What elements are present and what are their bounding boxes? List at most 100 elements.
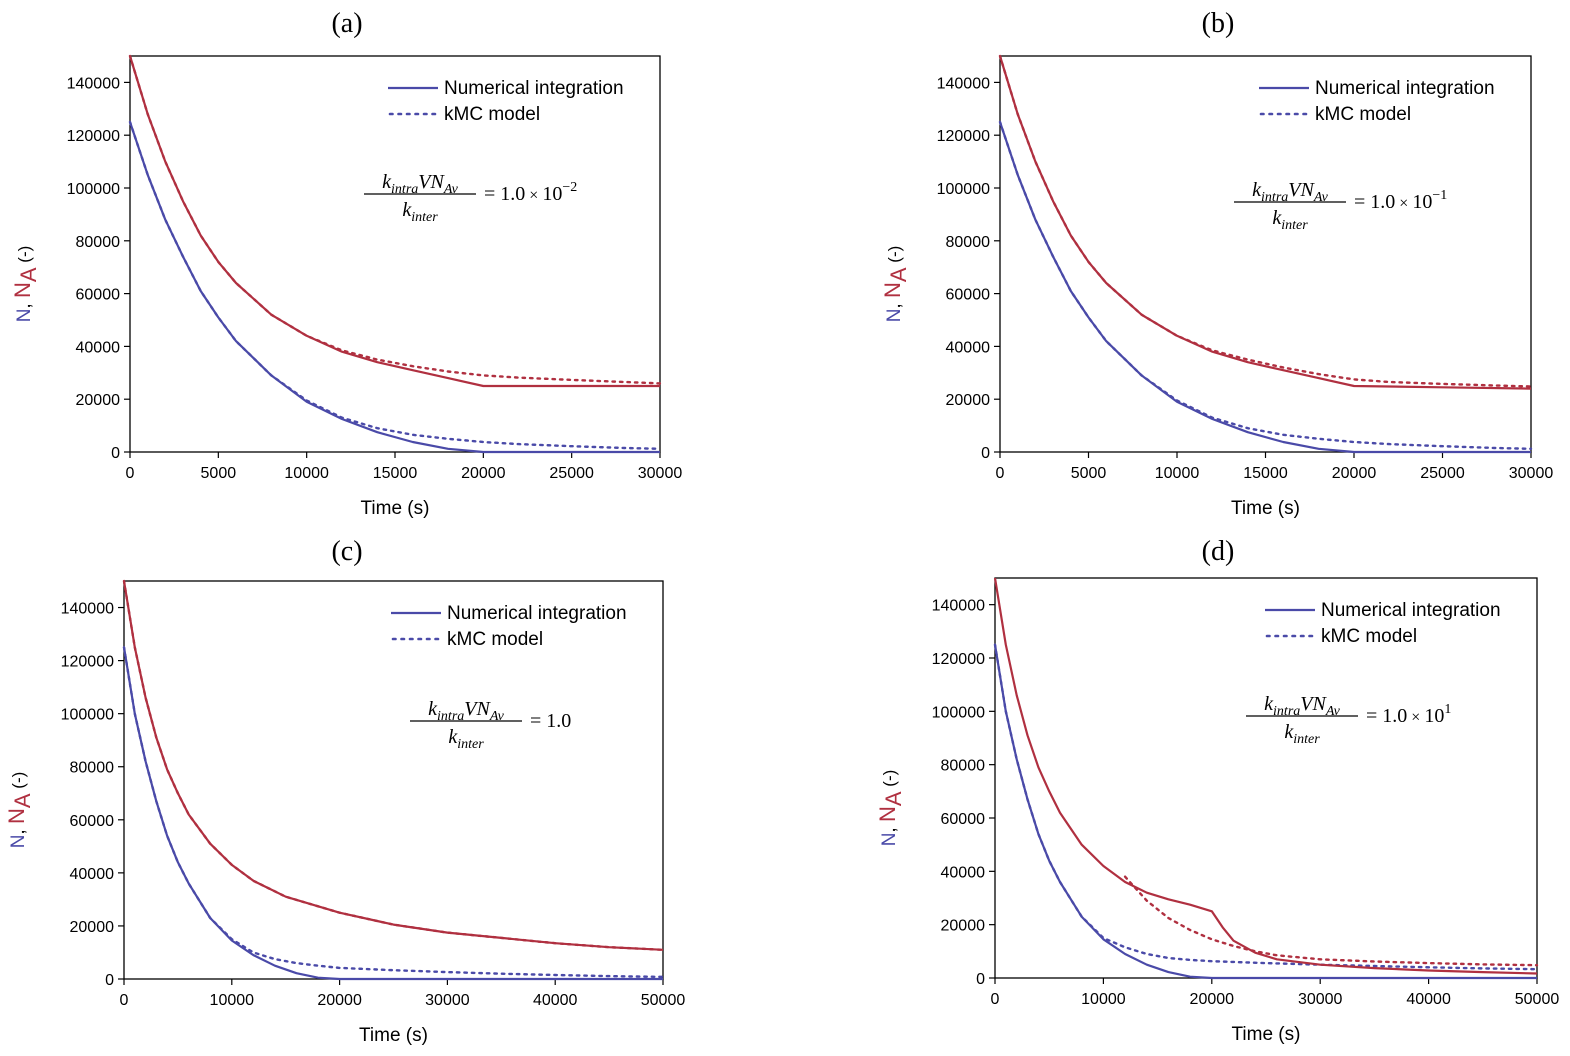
y-tick-label: 100000 xyxy=(932,704,985,721)
eq-sign: = xyxy=(530,710,546,732)
plot-frame xyxy=(994,577,1538,979)
x-tick-label: 30000 xyxy=(1298,991,1343,1008)
x-axis-title: Time (s) xyxy=(361,498,430,519)
series-line-na-kmc xyxy=(998,54,1533,388)
series-line-n-kmc xyxy=(993,643,1539,971)
y-tick-label: 40000 xyxy=(946,339,991,356)
y-tick-label: 0 xyxy=(976,971,985,988)
x-axis-title: Time (s) xyxy=(359,1025,428,1046)
y-label-na-sub: A xyxy=(881,791,906,806)
eq-vn: VN xyxy=(418,171,445,193)
eq-vn: VN xyxy=(1288,179,1315,201)
eq-mantissa: 1.0 xyxy=(1382,705,1407,727)
y-tick-label: 60000 xyxy=(76,287,121,304)
equation-value: = 1.0 xyxy=(530,710,571,732)
series-line-na-numerical xyxy=(998,55,1532,390)
eq-intra-sub: intra xyxy=(437,709,464,724)
x-tick-label: 10000 xyxy=(1155,465,1200,482)
eq-k: k xyxy=(1272,207,1282,229)
y-axis-title: N, NA (-) xyxy=(880,246,911,323)
y-tick-label: 60000 xyxy=(941,811,986,828)
y-tick-label: 140000 xyxy=(932,598,985,615)
y-tick-label: 60000 xyxy=(946,287,991,304)
x-tick-label: 20000 xyxy=(317,992,362,1009)
x-tick-label: 30000 xyxy=(425,992,470,1009)
equation-denominator: kinter xyxy=(448,726,484,752)
y-tick-label: 20000 xyxy=(946,392,991,409)
y-tick-label: 80000 xyxy=(941,758,986,775)
y-tick-label: 140000 xyxy=(67,75,120,92)
x-tick-label: 25000 xyxy=(549,465,594,482)
eq-exponent: −1 xyxy=(1432,188,1447,203)
eq-av-sub: Av xyxy=(1325,704,1341,719)
y-label-na-sub: A xyxy=(16,267,41,282)
eq-av-sub: Av xyxy=(489,709,505,724)
y-tick-label: 140000 xyxy=(937,75,990,92)
eq-av-sub: Av xyxy=(443,182,459,197)
series-line-na-kmc xyxy=(1123,875,1539,967)
y-tick-label: 0 xyxy=(105,972,114,989)
x-tick-label: 5000 xyxy=(1071,465,1107,482)
y-label-sep: , xyxy=(884,298,905,309)
panel-label: (b) xyxy=(1202,8,1235,39)
y-tick-label: 120000 xyxy=(61,654,114,671)
series-line-na-numerical xyxy=(128,55,660,388)
eq-vn: VN xyxy=(1300,693,1327,715)
x-tick-label: 25000 xyxy=(1420,465,1465,482)
x-tick-label: 0 xyxy=(120,992,129,1009)
eq-sign: = xyxy=(484,183,500,205)
x-tick-label: 40000 xyxy=(533,992,578,1009)
y-tick-label: 80000 xyxy=(946,234,991,251)
y-tick-label: 0 xyxy=(111,445,120,462)
y-label-sep: , xyxy=(879,822,900,833)
x-tick-label: 15000 xyxy=(1243,465,1288,482)
eq-k: k xyxy=(1284,721,1294,743)
eq-k: k xyxy=(428,698,438,720)
panel-label: (d) xyxy=(1202,536,1235,567)
series-line-na-kmc xyxy=(122,579,665,951)
series-line-n-kmc xyxy=(128,120,662,450)
eq-k: k xyxy=(402,199,412,221)
y-tick-label: 80000 xyxy=(76,234,121,251)
x-tick-label: 0 xyxy=(996,465,1005,482)
series-line-n-numerical xyxy=(122,647,663,981)
y-label-na: N xyxy=(10,282,35,298)
eq-k: k xyxy=(382,171,392,193)
panel-label: (c) xyxy=(331,536,362,567)
eq-vn: VN xyxy=(464,698,491,720)
x-tick-label: 0 xyxy=(126,465,135,482)
x-axis-title: Time (s) xyxy=(1231,498,1300,519)
y-tick-label: 20000 xyxy=(941,918,986,935)
x-tick-label: 30000 xyxy=(1509,465,1554,482)
y-label-na: N xyxy=(4,808,29,824)
series-line-n-numerical xyxy=(998,121,1531,454)
x-tick-label: 5000 xyxy=(201,465,237,482)
eq-ten: 10 xyxy=(1424,705,1444,727)
eq-times: × xyxy=(1407,709,1424,726)
series-line-n-kmc xyxy=(998,120,1533,450)
eq-av-sub: Av xyxy=(1313,190,1329,205)
y-axis-title: N, NA (-) xyxy=(4,772,35,849)
y-tick-label: 100000 xyxy=(61,707,114,724)
legend-label-dotted: kMC model xyxy=(444,104,540,125)
x-tick-label: 20000 xyxy=(461,465,506,482)
y-tick-label: 40000 xyxy=(941,864,986,881)
y-tick-label: 20000 xyxy=(70,919,115,936)
plot-frame xyxy=(129,55,661,453)
eq-inter-sub: inter xyxy=(411,210,438,225)
series-line-na-numerical xyxy=(993,577,1538,975)
panel-b: (b) 0 5000 10000 15000 20000 25000 30000 0 20000 4… xyxy=(880,8,1553,519)
y-label-unit: (-) xyxy=(880,770,899,792)
equation-value: = 1.0 × 101 xyxy=(1366,702,1451,727)
y-label-n: N xyxy=(884,309,905,323)
y-label-na: N xyxy=(875,806,900,822)
series-line-na-kmc xyxy=(128,54,662,385)
eq-intra-sub: intra xyxy=(391,182,418,197)
eq-mantissa: 1.0 xyxy=(1370,191,1395,213)
panel-d: (d) 0 10000 20000 30000 40000 50000 0 20000 40000… xyxy=(875,536,1559,1045)
legend-label-solid: Numerical integration xyxy=(447,603,627,624)
equation-numerator: kintraVNAv xyxy=(382,171,458,197)
eq-inter-sub: inter xyxy=(457,737,484,752)
